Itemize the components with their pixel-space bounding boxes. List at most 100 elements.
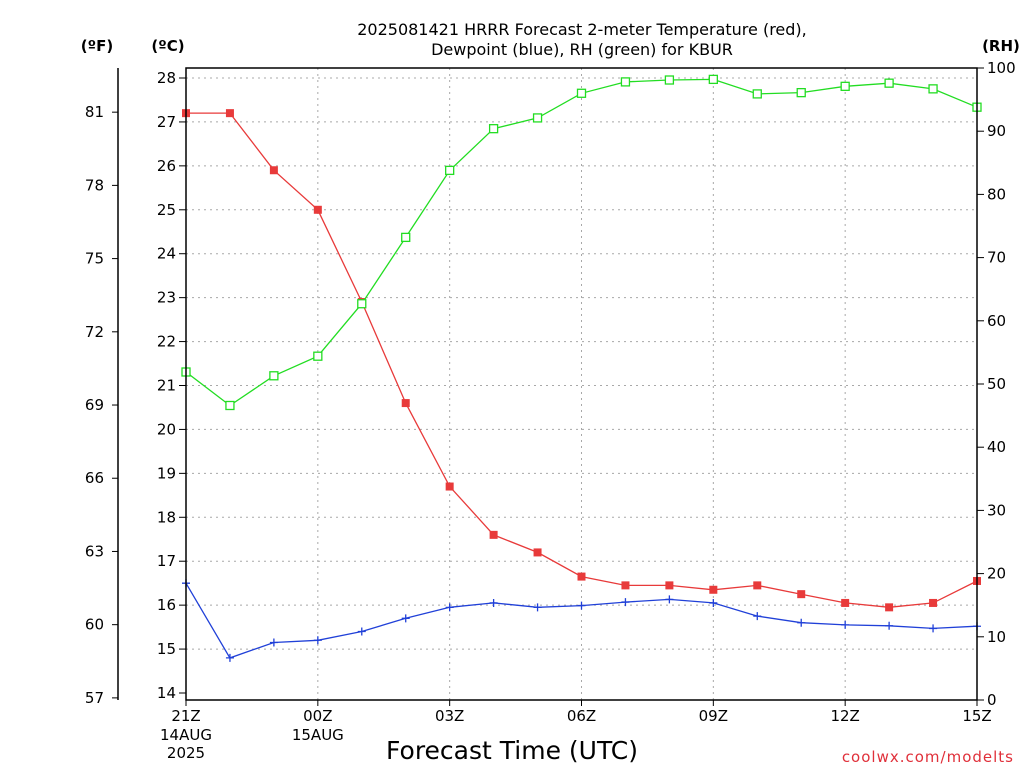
celsius-tick-label: 26 bbox=[157, 157, 176, 175]
celsius-tick-label: 14 bbox=[157, 684, 176, 702]
celsius-tick-label: 19 bbox=[157, 464, 176, 482]
fahrenheit-tick-label: 66 bbox=[85, 469, 104, 487]
credit-text: coolwx.com/modelts bbox=[842, 748, 1014, 766]
plot-frame bbox=[185, 67, 978, 701]
temperature-point bbox=[929, 598, 938, 607]
fahrenheit-tick-label: 63 bbox=[85, 542, 104, 560]
temperature-axes: 14 15 16 17 18 19 20 21 22 23 24 25 26 27 28 57 60 63 66 69… bbox=[85, 68, 186, 707]
celsius-tick-label: 24 bbox=[157, 245, 176, 263]
dewpoint-point bbox=[885, 621, 894, 630]
rh-point bbox=[357, 299, 367, 309]
rh-point bbox=[532, 113, 543, 123]
rh-point bbox=[445, 165, 455, 176]
rh-point bbox=[576, 88, 587, 98]
celsius-tick-label: 28 bbox=[157, 69, 176, 87]
dewpoint-point bbox=[489, 598, 498, 607]
temperature-point bbox=[665, 581, 674, 590]
temperature-point bbox=[401, 399, 410, 408]
time-tick-label: 15Z bbox=[962, 707, 991, 725]
fahrenheit-tick-label: 69 bbox=[85, 396, 104, 414]
temperature-point bbox=[313, 205, 322, 214]
rh-tick-label: 70 bbox=[987, 249, 1006, 267]
celsius-tick-label: 27 bbox=[157, 113, 176, 131]
dewpoint-point bbox=[797, 618, 806, 627]
dewpoint-point bbox=[577, 601, 586, 610]
celsius-tick-label: 20 bbox=[157, 420, 176, 438]
fahrenheit-tick-label: 72 bbox=[85, 323, 104, 341]
dewpoint-point bbox=[621, 598, 630, 607]
celsius-tick-label: 16 bbox=[157, 596, 176, 614]
rh-tick-label: 60 bbox=[987, 312, 1006, 330]
temperature-point bbox=[445, 482, 454, 491]
dewpoint-point bbox=[533, 603, 542, 612]
temperature-point bbox=[269, 166, 278, 175]
time-tick-label: 09Z bbox=[699, 707, 728, 725]
rh-tick-label: 10 bbox=[987, 628, 1006, 646]
chart-title-line-2: Dewpoint (blue), RH (green) for KBUR bbox=[431, 40, 733, 59]
rh-point bbox=[796, 87, 806, 98]
rh-point bbox=[752, 89, 762, 99]
fahrenheit-tick-label: 75 bbox=[85, 250, 104, 268]
date-label: 2025 bbox=[167, 744, 205, 762]
celsius-unit-label: (ºC) bbox=[151, 37, 184, 55]
celsius-tick-label: 25 bbox=[157, 201, 176, 219]
rh-point bbox=[664, 75, 675, 85]
rh-tick-label: 20 bbox=[987, 565, 1006, 583]
date-label: 14AUG bbox=[160, 726, 212, 744]
celsius-tick-label: 15 bbox=[157, 640, 176, 658]
dewpoint-point bbox=[709, 598, 718, 607]
time-tick-label: 00Z bbox=[303, 707, 332, 725]
rh-tick-label: 40 bbox=[987, 438, 1006, 456]
dewpoint-point bbox=[357, 627, 366, 636]
dewpoint-point bbox=[269, 638, 278, 647]
rh-point bbox=[488, 124, 499, 134]
dewpoint-point bbox=[841, 620, 850, 629]
rh-point bbox=[884, 78, 894, 88]
celsius-tick-label: 21 bbox=[157, 377, 176, 395]
temperature-point bbox=[533, 548, 542, 557]
rh-tick-label: 0 bbox=[987, 691, 997, 709]
time-tick-label: 21Z bbox=[171, 707, 200, 725]
rh-tick-label: 90 bbox=[987, 122, 1006, 140]
temperature-point bbox=[225, 109, 234, 118]
rh-point bbox=[928, 84, 938, 94]
temperature-point bbox=[489, 530, 498, 539]
dewpoint-point bbox=[225, 653, 234, 662]
chart-title-line-1: 2025081421 HRRR Forecast 2-meter Tempera… bbox=[357, 20, 807, 39]
fahrenheit-tick-label: 57 bbox=[85, 689, 104, 707]
temperature-point bbox=[709, 585, 718, 594]
temperature-point bbox=[753, 581, 762, 590]
rh-tick-label: 100 bbox=[987, 59, 1016, 77]
celsius-tick-label: 23 bbox=[157, 289, 176, 307]
temperature-line bbox=[186, 112, 978, 608]
celsius-tick-label: 22 bbox=[157, 333, 176, 351]
rh-point bbox=[840, 81, 850, 91]
rh-point bbox=[620, 77, 631, 87]
temperature-point bbox=[841, 598, 850, 607]
rh-tick-label: 80 bbox=[987, 185, 1006, 203]
time-tick-label: 03Z bbox=[435, 707, 464, 725]
temperature-point bbox=[577, 572, 586, 581]
fahrenheit-unit-label: (ºF) bbox=[81, 37, 113, 55]
time-tick-label: 06Z bbox=[567, 707, 596, 725]
rh-point bbox=[313, 351, 323, 361]
celsius-tick-label: 18 bbox=[157, 508, 176, 526]
fahrenheit-tick-label: 60 bbox=[85, 616, 104, 634]
series-group bbox=[181, 74, 982, 662]
rh-axis: 0 10 20 30 40 50 60 70 80 90 100 bbox=[977, 59, 1016, 709]
rh-point bbox=[401, 232, 411, 243]
temperature-point bbox=[621, 581, 630, 590]
date-label: 15AUG bbox=[292, 726, 344, 744]
fahrenheit-tick-label: 78 bbox=[85, 176, 104, 194]
rh-point bbox=[708, 74, 718, 85]
x-axis-label: Forecast Time (UTC) bbox=[386, 736, 638, 765]
rh-unit-label: (RH) bbox=[982, 37, 1020, 55]
dewpoint-point bbox=[753, 612, 762, 621]
rh-tick-label: 30 bbox=[987, 501, 1006, 519]
rh-point bbox=[225, 400, 235, 411]
temperature-point bbox=[885, 603, 894, 612]
fahrenheit-tick-label: 81 bbox=[85, 103, 104, 121]
temperature-point bbox=[797, 590, 806, 599]
